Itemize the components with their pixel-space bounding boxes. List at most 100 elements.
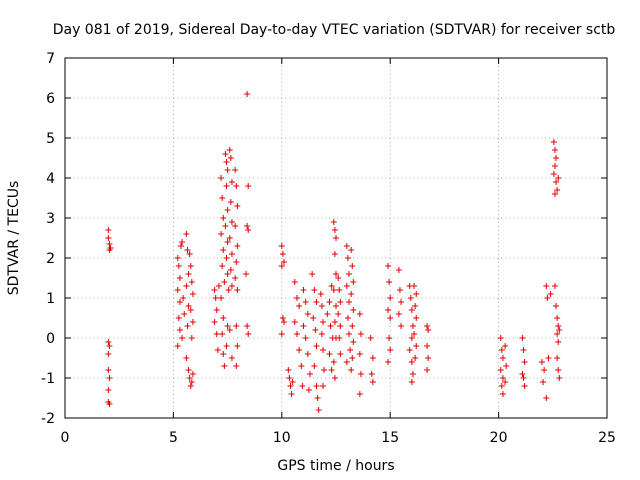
data-point bbox=[538, 359, 545, 365]
data-point bbox=[331, 319, 338, 325]
grid-lines bbox=[65, 58, 607, 418]
data-point bbox=[318, 303, 325, 309]
data-point bbox=[224, 207, 231, 213]
data-point bbox=[221, 363, 228, 369]
chart-title: Day 081 of 2019, Sidereal Day-to-day VTE… bbox=[53, 22, 616, 38]
data-point bbox=[330, 359, 337, 365]
data-point bbox=[228, 283, 235, 289]
data-point bbox=[408, 307, 415, 313]
data-point bbox=[288, 391, 295, 397]
data-point bbox=[279, 251, 286, 257]
x-axis-label: GPS time / hours bbox=[277, 458, 394, 474]
data-point bbox=[556, 327, 563, 333]
data-point bbox=[233, 259, 240, 265]
data-point bbox=[521, 383, 528, 389]
data-point bbox=[244, 223, 251, 229]
data-point bbox=[406, 347, 413, 353]
data-point bbox=[387, 347, 394, 353]
data-point bbox=[349, 323, 356, 329]
data-point bbox=[319, 347, 326, 353]
y-tick-label: 3 bbox=[46, 211, 55, 227]
data-point bbox=[226, 327, 233, 333]
x-tick-label: 25 bbox=[598, 430, 616, 446]
data-point bbox=[357, 371, 364, 377]
data-point bbox=[555, 339, 562, 345]
data-point bbox=[314, 395, 321, 401]
data-point bbox=[311, 287, 318, 293]
data-point bbox=[356, 311, 363, 317]
data-point bbox=[336, 287, 343, 293]
data-point bbox=[296, 347, 303, 353]
data-point bbox=[227, 267, 234, 273]
data-point bbox=[330, 219, 337, 225]
data-point bbox=[211, 319, 218, 325]
data-point bbox=[289, 379, 296, 385]
data-point bbox=[520, 375, 527, 381]
data-point bbox=[215, 283, 222, 289]
data-point bbox=[304, 311, 311, 317]
data-point bbox=[333, 303, 339, 309]
data-point bbox=[296, 303, 303, 309]
data-point bbox=[497, 335, 504, 341]
data-point bbox=[499, 355, 506, 361]
data-point bbox=[107, 245, 114, 251]
y-tick-label: -1 bbox=[41, 371, 55, 387]
data-point bbox=[244, 323, 251, 329]
data-point bbox=[228, 355, 235, 361]
data-point bbox=[356, 391, 363, 397]
data-point bbox=[105, 387, 112, 393]
data-point bbox=[553, 155, 560, 161]
x-tick-label: 20 bbox=[490, 430, 508, 446]
data-point bbox=[285, 367, 292, 373]
x-tick-label: 15 bbox=[381, 430, 399, 446]
data-point bbox=[346, 271, 353, 277]
data-point bbox=[224, 271, 231, 277]
data-point bbox=[245, 331, 252, 337]
data-point bbox=[304, 351, 311, 357]
data-point bbox=[291, 279, 298, 285]
data-point bbox=[313, 383, 320, 389]
data-point bbox=[213, 307, 220, 313]
data-point bbox=[219, 195, 226, 201]
data-point bbox=[174, 287, 181, 293]
data-point bbox=[502, 343, 509, 349]
y-tick-label: 7 bbox=[46, 51, 55, 67]
data-point bbox=[337, 351, 344, 357]
data-point bbox=[499, 391, 506, 397]
axis-ticks bbox=[64, 57, 608, 419]
data-point bbox=[293, 295, 300, 301]
data-point bbox=[223, 343, 230, 349]
data-point bbox=[344, 315, 351, 321]
data-point bbox=[411, 331, 418, 337]
data-point bbox=[356, 351, 363, 357]
data-point bbox=[395, 311, 402, 317]
data-point bbox=[385, 307, 392, 313]
data-point bbox=[337, 299, 344, 305]
data-point bbox=[186, 251, 193, 257]
data-points bbox=[105, 91, 563, 413]
data-point bbox=[105, 367, 112, 373]
data-point bbox=[521, 359, 528, 365]
data-point bbox=[222, 151, 229, 157]
data-point bbox=[318, 331, 325, 337]
data-point bbox=[298, 363, 305, 369]
data-point bbox=[218, 175, 225, 181]
data-point bbox=[424, 343, 431, 349]
data-point bbox=[408, 379, 415, 385]
data-point bbox=[520, 347, 527, 353]
data-point bbox=[310, 315, 317, 321]
data-point bbox=[411, 283, 418, 289]
data-point bbox=[551, 163, 558, 169]
data-point bbox=[181, 311, 188, 317]
data-point bbox=[313, 299, 320, 305]
data-point bbox=[350, 339, 357, 345]
data-point bbox=[233, 323, 240, 329]
data-point bbox=[187, 263, 194, 269]
data-point bbox=[300, 323, 307, 329]
data-point bbox=[333, 235, 339, 241]
data-point bbox=[106, 401, 113, 407]
data-point bbox=[226, 147, 233, 153]
data-point bbox=[343, 243, 350, 249]
data-point bbox=[348, 291, 355, 297]
